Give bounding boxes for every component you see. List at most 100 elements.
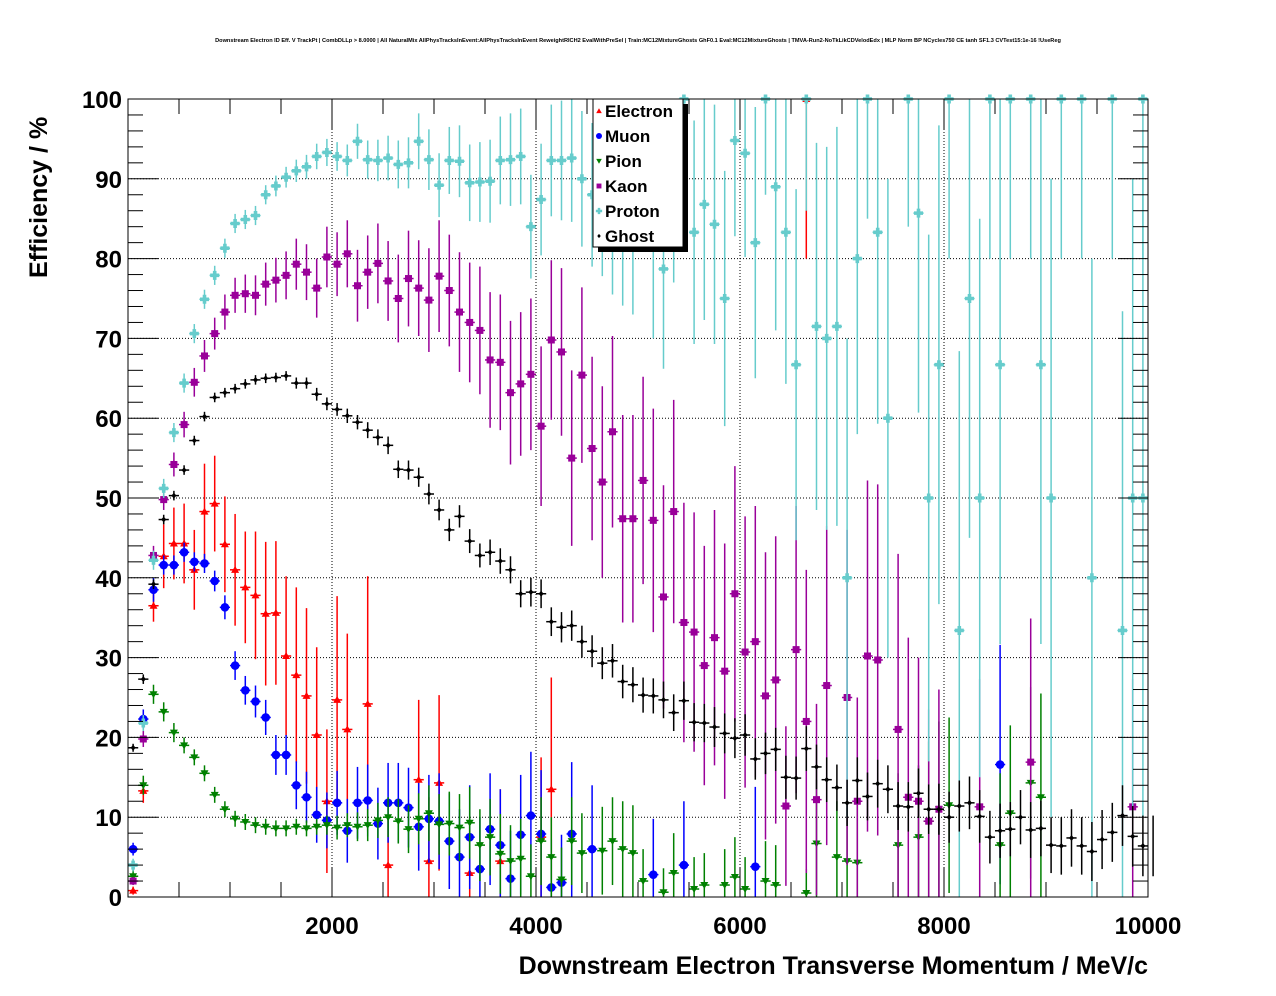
proton-marker — [710, 219, 719, 229]
kaon-point — [515, 312, 526, 456]
ghost-marker — [854, 777, 860, 784]
pion-marker — [333, 824, 342, 832]
kaon-marker — [751, 638, 759, 646]
kaon-marker — [343, 250, 351, 258]
ghost-point — [954, 780, 965, 832]
proton-marker — [179, 378, 189, 388]
proton-point — [740, 99, 751, 258]
kaon-point — [536, 346, 547, 506]
ghost-point — [250, 375, 261, 385]
kaon-marker — [323, 253, 331, 261]
ghost-marker — [283, 372, 289, 379]
proton-point — [719, 170, 730, 427]
kaon-point — [321, 226, 332, 288]
ghost-marker — [487, 549, 493, 556]
legend-item-muon: Muon — [595, 127, 650, 146]
pion-point — [362, 809, 373, 842]
ghost-marker — [1038, 825, 1044, 832]
kaon-point — [240, 274, 251, 313]
ghost-marker — [365, 427, 371, 434]
kaon-marker — [282, 271, 290, 279]
ghost-marker — [579, 638, 585, 645]
electron-marker — [292, 671, 301, 679]
series-layer — [128, 94, 1154, 898]
legend-marker-ghost — [597, 233, 601, 239]
kaon-marker — [690, 628, 698, 636]
ghost-marker — [314, 391, 320, 398]
legend-label-ghost: Ghost — [605, 227, 654, 246]
ghost-point — [984, 810, 995, 864]
y-tick-label: 100 — [82, 87, 122, 114]
ghost-marker — [936, 806, 942, 813]
proton-point — [301, 154, 312, 179]
x-tick-labels: 2000 4000 6000 8000 10000 — [305, 913, 1181, 940]
ghost-marker — [834, 784, 840, 791]
pion-point — [515, 818, 526, 897]
electron-marker — [251, 591, 260, 599]
proton-point — [444, 126, 455, 194]
ghost-marker — [355, 419, 360, 426]
pion-marker — [180, 742, 189, 750]
muon-marker — [332, 798, 342, 808]
kaon-point — [760, 552, 771, 840]
electron-marker — [169, 539, 178, 547]
ghost-marker — [773, 746, 779, 753]
pion-point — [281, 820, 292, 837]
pion-point — [485, 798, 496, 876]
ghost-marker — [304, 380, 309, 387]
electron-marker — [210, 499, 219, 507]
ghost-point — [495, 548, 506, 574]
muon-point — [260, 699, 271, 736]
ghost-marker — [334, 406, 340, 413]
kaon-point — [250, 275, 261, 316]
proton-point — [525, 174, 536, 279]
pion-marker — [282, 825, 291, 833]
kaon-marker — [527, 370, 535, 378]
ghost-marker — [293, 380, 299, 387]
proton-point — [352, 123, 363, 159]
ghost-point — [944, 791, 955, 843]
ghost-point — [291, 377, 302, 389]
x-axis-label: Downstream Electron Transverse Momentum … — [519, 952, 1148, 980]
pion-marker — [547, 854, 556, 862]
ghost-point — [709, 707, 720, 747]
pion-point — [689, 857, 700, 897]
ghost-point — [1015, 790, 1026, 845]
legend-item-ghost: Ghost — [597, 227, 654, 246]
kaon-marker — [415, 284, 423, 292]
pion-marker — [761, 878, 770, 886]
ghost-point — [536, 579, 547, 609]
legend-item-pion: Pion — [596, 152, 642, 171]
muon-marker — [679, 860, 689, 870]
muon-point — [219, 595, 230, 620]
electron-point — [291, 587, 302, 763]
proton-point — [148, 550, 159, 570]
pion-point — [454, 794, 465, 862]
kaon-marker — [1027, 758, 1035, 766]
ghost-point — [678, 681, 689, 720]
series-proton — [128, 94, 1148, 897]
electron-point — [270, 541, 281, 685]
kaon-marker — [272, 276, 280, 284]
pion-marker — [424, 810, 433, 818]
proton-marker — [873, 227, 883, 237]
pion-marker — [618, 846, 627, 854]
electron-marker — [333, 695, 342, 703]
ghost-point — [128, 743, 139, 752]
muon-point — [587, 785, 598, 897]
ghost-point — [811, 744, 822, 790]
electron-point — [219, 496, 230, 593]
kaon-marker — [598, 478, 606, 486]
kaon-point — [270, 257, 281, 303]
ghost-marker — [538, 590, 544, 597]
ghost-marker — [661, 696, 666, 703]
ghost-point — [423, 483, 434, 505]
ghost-point — [1025, 802, 1036, 858]
ghost-marker — [385, 442, 391, 449]
ghost-marker — [671, 709, 677, 716]
ghost-marker — [477, 552, 483, 559]
kaon-marker — [170, 460, 178, 468]
pion-point — [831, 801, 842, 897]
ghost-point — [1127, 806, 1138, 867]
electron-point — [342, 633, 353, 826]
